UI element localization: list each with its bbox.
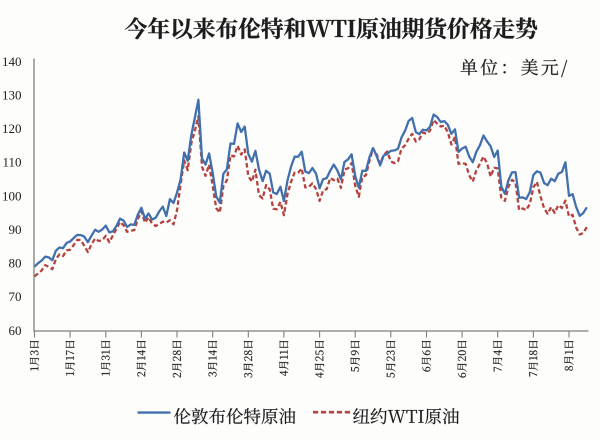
- svg-text:100: 100: [2, 188, 22, 203]
- svg-text:140: 140: [2, 54, 22, 69]
- svg-text:110: 110: [2, 155, 21, 170]
- svg-text:80: 80: [9, 256, 22, 271]
- svg-text:90: 90: [9, 222, 22, 237]
- svg-text:120: 120: [2, 121, 22, 136]
- svg-text:70: 70: [9, 289, 22, 304]
- svg-text:60: 60: [9, 323, 22, 338]
- svg-text:130: 130: [2, 87, 22, 102]
